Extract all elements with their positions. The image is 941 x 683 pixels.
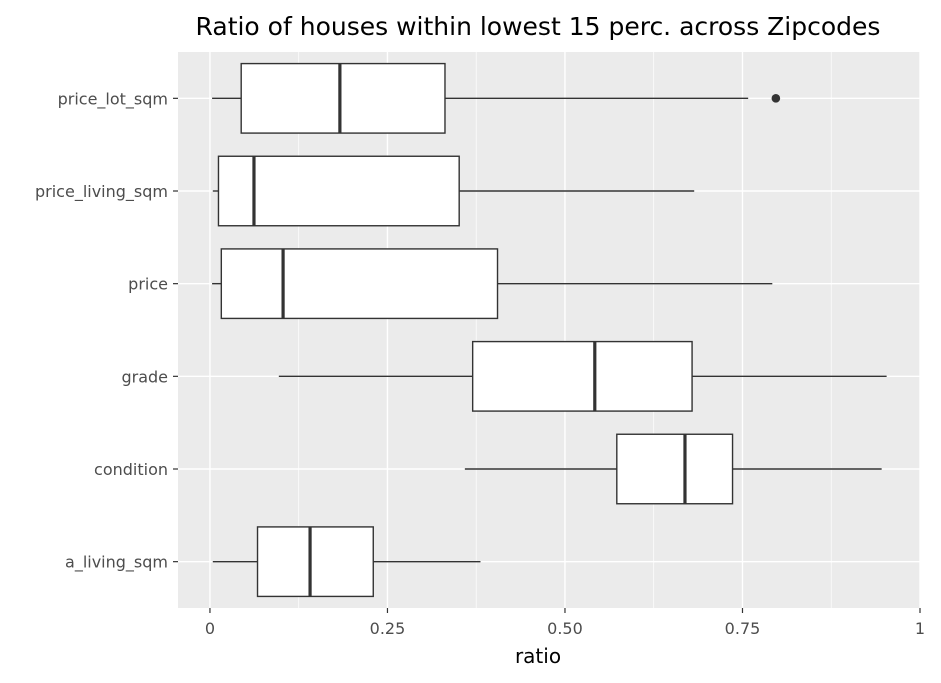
box-series xyxy=(212,62,887,598)
box-iqr xyxy=(616,433,734,505)
box-iqr xyxy=(256,526,374,598)
x-tick-label: 1 xyxy=(915,619,925,638)
box-price xyxy=(212,248,773,320)
x-tick-label: 0.75 xyxy=(725,619,761,638)
box-condition xyxy=(464,433,882,505)
box-iqr xyxy=(471,340,693,412)
box-iqr xyxy=(220,248,499,320)
x-tick-label: 0 xyxy=(205,619,215,638)
x-tick-label: 0.50 xyxy=(547,619,583,638)
x-axis-title: ratio xyxy=(515,644,561,668)
outlier-point xyxy=(771,94,781,103)
y-tick-label: price_living_sqm xyxy=(35,182,168,202)
y-tick-label: price_lot_sqm xyxy=(58,89,168,109)
x-axis: 0 0.25 0.50 0.75 1 xyxy=(205,608,925,638)
minor-gridlines xyxy=(298,52,832,608)
box-grade xyxy=(278,340,887,412)
chart-title: Ratio of houses within lowest 15 perc. a… xyxy=(196,12,881,41)
x-tick-label: 0.25 xyxy=(370,619,406,638)
box-a_living_sqm xyxy=(212,526,481,598)
y-tick-label: a_living_sqm xyxy=(65,553,168,573)
y-tick-label: grade xyxy=(121,367,168,386)
y-tick-label: price xyxy=(128,275,168,294)
box-iqr xyxy=(240,62,446,134)
box-price_living_sqm xyxy=(212,155,695,227)
box-iqr xyxy=(217,155,460,227)
box-price_lot_sqm xyxy=(212,62,781,134)
y-tick-label: condition xyxy=(94,460,168,479)
plot-panel xyxy=(178,52,920,608)
